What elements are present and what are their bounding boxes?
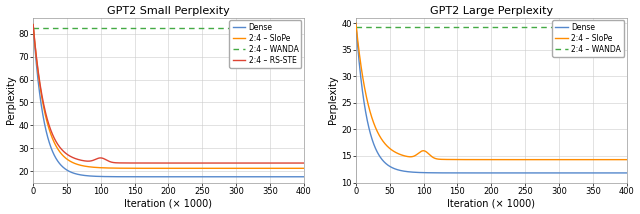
X-axis label: Iteration (× 1000): Iteration (× 1000)	[124, 198, 212, 208]
Legend: Dense, 2:4 – SloPe, 2:4 – WANDA: Dense, 2:4 – SloPe, 2:4 – WANDA	[552, 20, 624, 57]
Title: GPT2 Large Perplexity: GPT2 Large Perplexity	[429, 6, 553, 16]
Legend: Dense, 2:4 – SloPe, 2:4 – WANDA, 2:4 – RS-STE: Dense, 2:4 – SloPe, 2:4 – WANDA, 2:4 – R…	[230, 20, 301, 68]
Title: GPT2 Small Perplexity: GPT2 Small Perplexity	[107, 6, 230, 16]
X-axis label: Iteration (× 1000): Iteration (× 1000)	[447, 198, 535, 208]
Y-axis label: Perplexity: Perplexity	[328, 76, 339, 124]
Y-axis label: Perplexity: Perplexity	[6, 76, 15, 124]
